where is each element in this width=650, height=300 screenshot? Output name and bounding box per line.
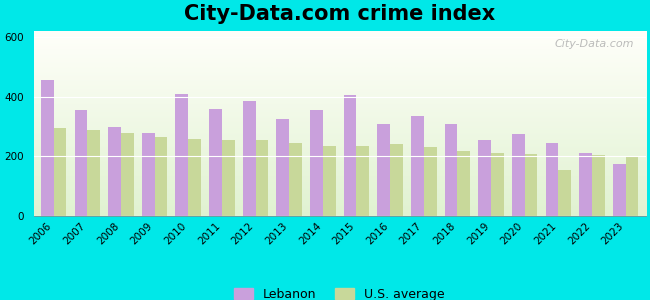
Bar (579, 153, 592, 216)
Bar (491, 153, 504, 216)
Bar (188, 139, 201, 216)
Bar (558, 170, 571, 216)
Bar (142, 133, 155, 216)
Bar (108, 127, 121, 216)
Bar (458, 151, 470, 216)
Bar (592, 155, 604, 216)
Bar (276, 119, 289, 216)
Bar (209, 109, 222, 216)
Bar (41, 80, 54, 216)
Bar (424, 148, 437, 216)
Bar (289, 143, 302, 216)
Bar (445, 124, 458, 216)
Bar (310, 110, 323, 216)
Bar (87, 130, 100, 216)
Bar (478, 140, 491, 216)
Bar (255, 140, 268, 216)
Bar (176, 94, 188, 216)
Bar (121, 133, 134, 216)
Title: City-Data.com crime index: City-Data.com crime index (184, 4, 495, 24)
Bar (222, 140, 235, 216)
Bar (243, 101, 255, 216)
Bar (545, 143, 558, 216)
Bar (323, 146, 335, 216)
Legend: Lebanon, U.S. average: Lebanon, U.S. average (229, 283, 450, 300)
Bar (155, 137, 168, 216)
Bar (54, 128, 66, 216)
Bar (75, 110, 87, 216)
Bar (512, 134, 525, 216)
Bar (411, 116, 424, 216)
Bar (525, 154, 538, 216)
Bar (378, 124, 390, 216)
Bar (344, 95, 356, 216)
Bar (626, 157, 638, 216)
Bar (390, 145, 403, 216)
Bar (356, 146, 369, 216)
Text: City-Data.com: City-Data.com (554, 39, 634, 49)
Bar (613, 164, 626, 216)
